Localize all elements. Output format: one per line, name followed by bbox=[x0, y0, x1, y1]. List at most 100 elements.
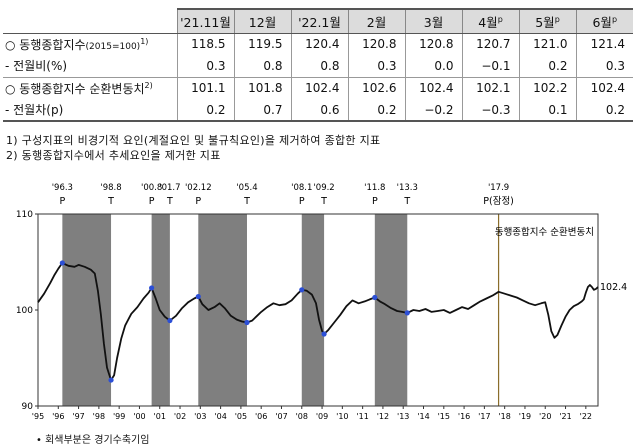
table-cell: 0.2 bbox=[575, 99, 633, 122]
x-tick-label: '21 bbox=[559, 412, 571, 421]
table-cell: 101.8 bbox=[233, 76, 291, 99]
turning-point-date: '96.3 bbox=[52, 183, 73, 193]
x-tick-label: '03 bbox=[194, 412, 206, 421]
row-label: - 전월차(p) bbox=[3, 99, 177, 122]
column-header-label: '21.11월 bbox=[180, 14, 231, 30]
table-cell: 0.1 bbox=[518, 99, 576, 122]
column-header: '22.1월 bbox=[290, 8, 348, 34]
turning-point-date: '08.1 bbox=[291, 183, 312, 193]
row-label: ○ 동행종합지수 순환변동치2) bbox=[3, 76, 177, 99]
series-line bbox=[37, 262, 599, 382]
table-cell: 102.1 bbox=[461, 76, 519, 99]
table-cell: 121.0 bbox=[518, 33, 576, 55]
indicator-table: '21.11월 12월 '22.1월 2월 3월 4월p 5월p 6월p ○ 동행종합지수(20… bbox=[3, 8, 633, 122]
x-tick-label: '01 bbox=[154, 412, 166, 421]
table-cell: 0.7 bbox=[233, 99, 291, 122]
table-cell: 0.2 bbox=[176, 99, 234, 122]
contraction-band bbox=[198, 214, 247, 406]
turning-point-date: '05.4 bbox=[236, 183, 257, 193]
turning-point-mark: P bbox=[195, 196, 201, 207]
contraction-band bbox=[374, 214, 408, 406]
table-cell: 0.8 bbox=[233, 55, 291, 77]
x-tick-label: '22 bbox=[580, 412, 592, 421]
turning-point-marker bbox=[149, 285, 155, 291]
cycle-line-chart: 90 100 110 '95 '96 '97 '98 '99 '00 '01 '02 '03 '04 '0… bbox=[16, 183, 627, 421]
contraction-band bbox=[301, 214, 325, 406]
turning-point-marker bbox=[404, 310, 410, 316]
turning-point-mark: P bbox=[149, 196, 155, 207]
table-cell: 102.4 bbox=[290, 76, 348, 99]
x-tick-label: '11 bbox=[356, 412, 368, 421]
x-tick-label: '13 bbox=[397, 412, 409, 421]
x-tick-label: '98 bbox=[93, 412, 105, 421]
x-tick-label: '17 bbox=[478, 412, 490, 421]
y-tick-label: 90 bbox=[22, 402, 34, 412]
column-header: 5월p bbox=[518, 8, 576, 34]
turning-point-mark: P bbox=[59, 196, 65, 207]
x-tick-label: '96 bbox=[52, 412, 64, 421]
x-tick-label: '08 bbox=[296, 412, 308, 421]
table-cell: 102.4 bbox=[575, 76, 633, 99]
table-cell: −0.2 bbox=[404, 99, 462, 122]
turning-point-mark: T bbox=[243, 196, 250, 207]
column-header-label: 4월 bbox=[478, 14, 498, 30]
table-cell: 119.5 bbox=[233, 33, 291, 55]
table-cell: 0.0 bbox=[404, 55, 462, 77]
table-cell: 120.4 bbox=[290, 33, 348, 55]
turning-point-marker bbox=[59, 260, 65, 266]
turning-point-mark: T bbox=[107, 196, 114, 207]
table-cell: 0.6 bbox=[290, 99, 348, 122]
table-corner-cell bbox=[3, 9, 177, 34]
turning-point-mark: T bbox=[403, 196, 410, 207]
table-cell: 102.2 bbox=[518, 76, 576, 99]
x-tick-label: '00 bbox=[133, 412, 145, 421]
table-row: ○ 동행종합지수(2015=100)1) 118.5 119.5 120.4 120.8… bbox=[3, 33, 633, 55]
x-tick-label: '18 bbox=[498, 412, 510, 421]
turning-point-marker bbox=[108, 377, 114, 383]
column-header: 4월p bbox=[461, 8, 519, 34]
x-tick-label: '15 bbox=[438, 412, 450, 421]
table-row: ○ 동행종합지수 순환변동치2) 101.1 101.8 102.4 102.6 102.… bbox=[3, 76, 633, 99]
row-label-sup: 1) bbox=[140, 36, 149, 46]
turning-point-marker bbox=[167, 317, 173, 324]
table-cell: 121.4 bbox=[575, 33, 633, 55]
table-cell: 0.2 bbox=[518, 55, 576, 77]
turning-point-date: '01.7 bbox=[159, 183, 180, 193]
turning-point-date: '98.8 bbox=[100, 183, 121, 193]
column-header-label: 6월 bbox=[592, 14, 612, 30]
turning-point-date: '11.8 bbox=[364, 183, 385, 193]
legend-label: 동행종합지수 순환변동치 bbox=[495, 226, 594, 238]
column-header-label: 3월 bbox=[423, 14, 444, 30]
row-label-text: - 전월차(p) bbox=[5, 103, 64, 117]
table-cell: 101.1 bbox=[176, 76, 234, 99]
column-header: 12월 bbox=[233, 8, 291, 34]
turning-point-date: '00.8 bbox=[141, 183, 162, 193]
table-cell: 118.5 bbox=[176, 33, 234, 55]
table-cell: −0.1 bbox=[461, 55, 519, 77]
table-header-row: '21.11월 12월 '22.1월 2월 3월 4월p 5월p 6월p bbox=[3, 8, 633, 34]
column-header-sup: p bbox=[611, 14, 618, 24]
column-header: 6월p bbox=[575, 8, 633, 34]
table-cell: −0.3 bbox=[461, 99, 519, 122]
table-cell: 0.3 bbox=[575, 55, 633, 77]
x-tick-label: '05 bbox=[235, 412, 247, 421]
column-header-label: 5월 bbox=[535, 14, 555, 30]
turning-point-date: '02.12 bbox=[185, 183, 212, 193]
row-label: - 전월비(%) bbox=[3, 55, 177, 77]
x-tick-label: '14 bbox=[417, 412, 429, 421]
column-header: 2월 bbox=[347, 8, 405, 34]
y-tick-label: 100 bbox=[16, 306, 33, 316]
turning-point-marker bbox=[372, 294, 378, 301]
column-header-label: '22.1월 bbox=[298, 14, 341, 30]
x-tick-label: '95 bbox=[32, 412, 44, 421]
turning-point-mark: T bbox=[166, 196, 173, 207]
row-label-text: ○ 동행종합지수 순환변동치 bbox=[5, 81, 145, 96]
row-label: ○ 동행종합지수(2015=100)1) bbox=[3, 33, 177, 55]
x-tick-label: '16 bbox=[458, 412, 470, 421]
turning-point-marker bbox=[299, 287, 305, 293]
column-header-label: 12월 bbox=[248, 14, 277, 30]
turning-point-marker bbox=[321, 331, 327, 337]
last-value-label: 102.4 bbox=[600, 282, 627, 293]
x-tick-label: '12 bbox=[377, 412, 389, 421]
turning-point-date: '17.9 bbox=[488, 183, 509, 193]
